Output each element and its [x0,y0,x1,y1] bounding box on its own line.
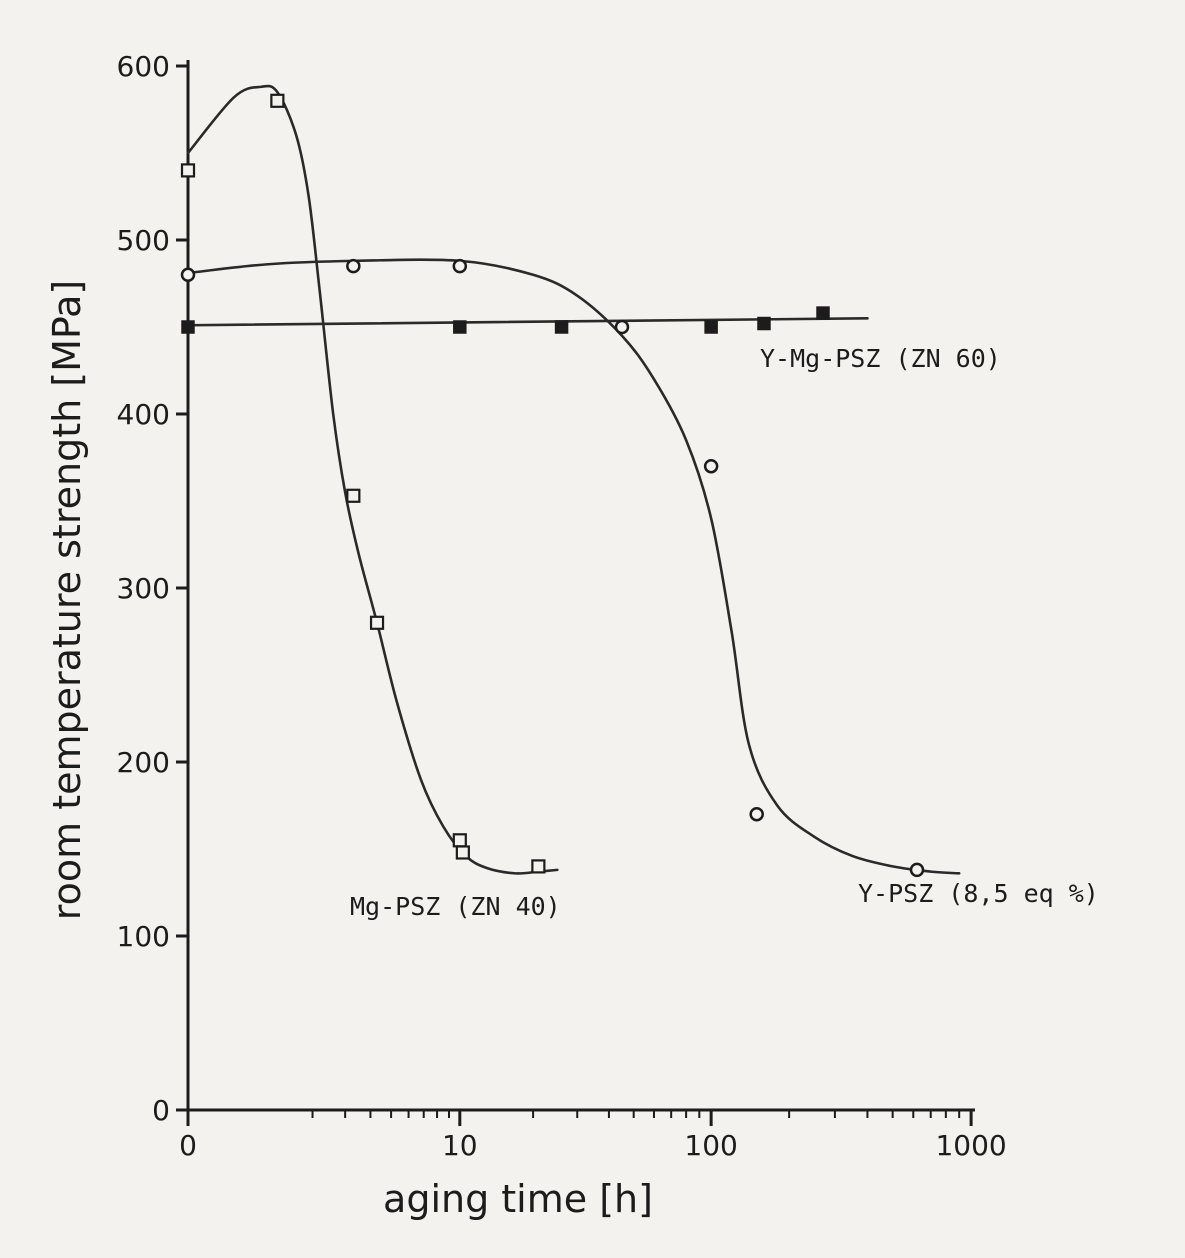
curve-mg-psz-zn-40 [186,84,559,875]
series-label-y-psz-8-5-eq: Y-PSZ (8,5 eq %) [858,879,1099,908]
point-mg-psz-zn-40 [455,845,470,860]
x-tick-label-1000: 1000 [935,1129,1006,1162]
point-mg-psz-zn-40 [346,488,361,503]
y-tick-label-0: 0 [152,1094,170,1127]
text-labels: Mg-PSZ (ZN 40) Y-PSZ (8,5 eq %) Y-Mg-PSZ (… [350,344,1099,921]
point-y-psz-8-5-eq [703,458,719,474]
x-tick-label-0: 0 [179,1129,197,1162]
point-y-psz-8-5-eq [180,267,196,283]
y-tick-label-100: 100 [117,920,170,953]
curve-y-mg-psz-zn-60 [186,317,869,327]
point-y-mg-psz-zn-60 [816,306,830,320]
point-y-mg-psz-zn-60 [757,316,771,331]
point-y-psz-8-5-eq [346,258,361,274]
y-tick-label-600: 600 [117,50,170,83]
point-y-psz-8-5-eq [749,806,764,822]
x-axis-title: aging time [h] [383,1177,653,1221]
curve-y-psz-8-5-eq [186,258,961,875]
point-y-mg-psz-zn-60 [554,320,569,334]
axis-ticks: 0 100 200 300 400 500 600 0 10 100 1000 [117,50,1007,1162]
point-y-mg-psz-zn-60 [704,320,718,334]
series-label-y-mg-psz-zn-60: Y-Mg-PSZ (ZN 60) [760,344,1001,373]
point-mg-psz-zn-40 [531,859,546,874]
point-mg-psz-zn-40 [369,615,385,630]
series-label-mg-psz-zn-40: Mg-PSZ (ZN 40) [350,892,561,921]
point-y-psz-8-5-eq [909,862,925,878]
y-tick-label-300: 300 [117,572,170,605]
x-tick-label-100: 100 [684,1129,737,1162]
y-axis-title: room temperature strength [MPa] [45,280,89,920]
point-y-mg-psz-zn-60 [453,320,467,334]
x-tick-label-10: 10 [442,1129,478,1162]
point-mg-psz-zn-40 [270,93,285,108]
y-tick-label-200: 200 [117,746,170,779]
data-markers [180,93,925,878]
point-y-psz-8-5-eq [452,258,468,274]
fit-curves [186,84,961,875]
y-tick-label-500: 500 [117,224,170,257]
point-y-psz-8-5-eq [614,319,630,335]
point-mg-psz-zn-40 [452,833,467,848]
point-y-mg-psz-zn-60 [181,320,195,334]
y-tick-label-400: 400 [117,398,170,431]
point-mg-psz-zn-40 [180,163,196,178]
